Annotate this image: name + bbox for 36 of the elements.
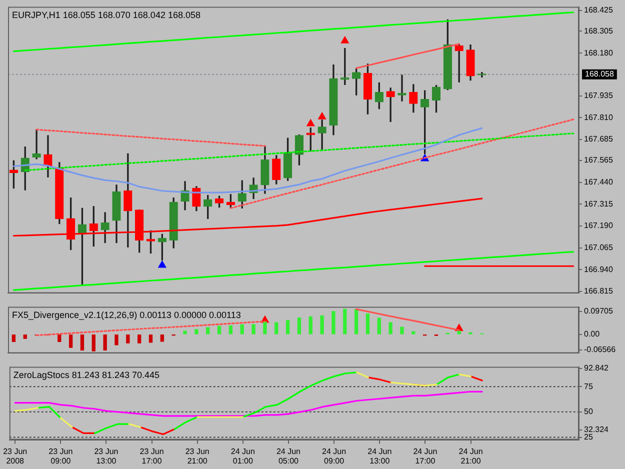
y-tick-label: 50 [584,407,594,416]
x-tick-label: 23 Jun 09:00 [48,446,73,466]
ref-line-label: 168.058 [585,70,614,79]
chart-title: EURJPY,H1 168.055 168.070 168.042 168.058 [12,10,200,20]
x-tick-label: 23 Jun 21:00 [185,446,210,466]
y-tick-label: 167.935 [584,91,614,100]
y-tick-label: 75 [584,382,594,391]
y-tick-label: 92.842 [584,364,610,373]
chart-title: ZeroLagStocs 81.243 81.243 70.445 [13,370,160,380]
y-tick-label: 168.305 [584,26,614,36]
y-tick-label: 25 [584,432,594,442]
y-tick-label: 167.315 [584,199,614,208]
x-tick-label: 24 Jun 13:00 [368,446,392,466]
y-tick-label: 168.425 [584,5,614,14]
chart-title: FX5_Divergence_v2.1(12,26,9) 0.00113 0.00000 0.00113 [12,310,241,320]
y-tick-label: 0.09705 [584,306,614,316]
y-tick-label: 32.324 [584,425,610,434]
y-tick-label: 167.565 [584,156,614,165]
x-tick-label: 23 Jun 13:00 [94,446,118,466]
y-tick-label: 168.180 [584,48,614,58]
x-tick-label: 24 Jun 01:00 [230,446,255,466]
x-tick-label: 24 Jun 09:00 [322,446,346,466]
y-tick-label: 167.190 [584,221,614,230]
y-tick-label: 167.440 [584,178,614,187]
y-tick-label: 167.065 [584,243,614,252]
y-tick-label: -0.06566 [584,345,616,354]
x-tick-label: 24 Jun 05:00 [276,446,301,466]
x-tick-label: 24 Jun 17:00 [413,446,438,466]
y-tick-label: 167.685 [584,134,614,144]
y-tick-label: 166.940 [584,264,614,274]
y-tick-label: 167.810 [584,112,614,122]
x-tick-label: 23 Jun 2008 [3,446,28,466]
x-tick-label: 24 Jun 21:00 [458,446,483,466]
x-tick-label: 23 Jun 17:00 [140,446,164,466]
y-tick-label: 166.815 [584,286,614,296]
y-tick-label: 0.00 [584,330,600,339]
